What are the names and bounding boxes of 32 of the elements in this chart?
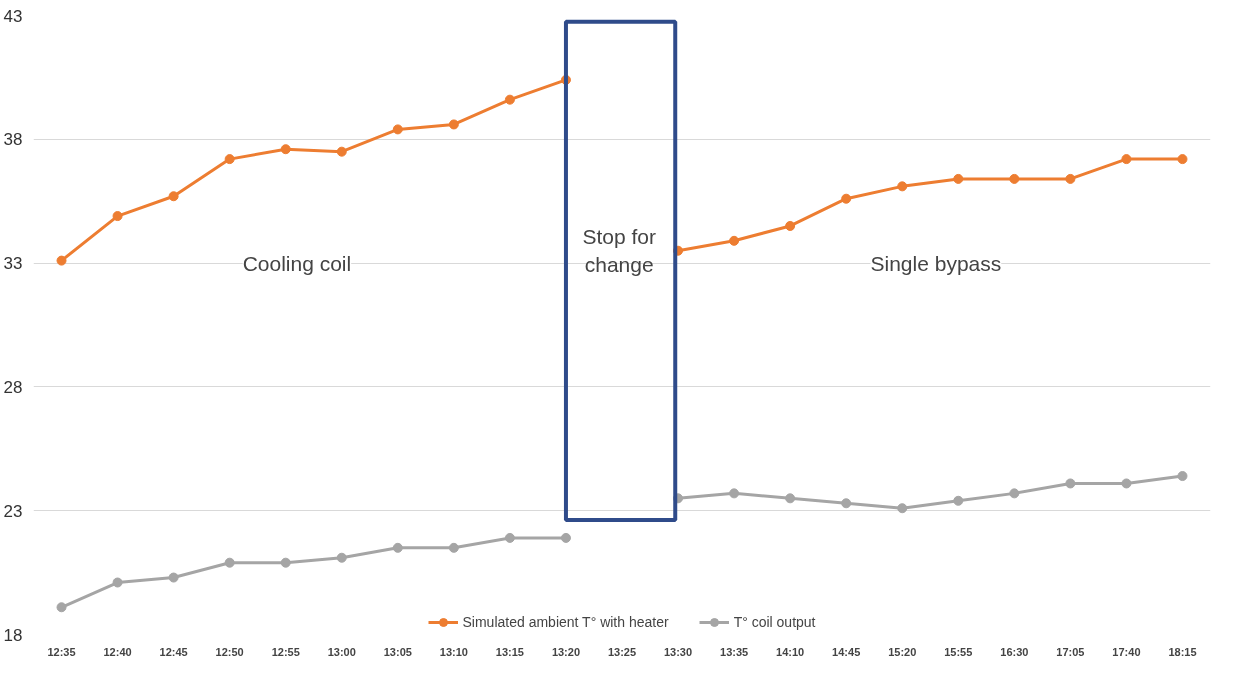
x-tick-label: 13:00 — [327, 645, 356, 658]
y-tick-label: 43 — [3, 6, 23, 26]
y-tick-label: 28 — [3, 377, 23, 397]
x-tick-label: 13:35 — [720, 645, 749, 658]
x-tick-label: 13:30 — [663, 645, 693, 658]
x-tick-label: 12:35 — [47, 645, 76, 658]
x-tick-label: 14:10 — [776, 645, 805, 658]
legend-label: Simulated ambient T° with heater — [462, 614, 669, 630]
x-tick-label: 13:05 — [383, 645, 412, 658]
x-tick-label: 14:45 — [832, 645, 861, 658]
x-tick-label: 13:20 — [551, 645, 581, 658]
x-tick-label: 13:10 — [439, 645, 468, 658]
x-tick-label: 17:40 — [1112, 645, 1141, 658]
x-tick-label: 12:40 — [103, 645, 132, 658]
y-tick-label: 18 — [3, 625, 23, 645]
x-tick-label: 12:55 — [271, 645, 300, 658]
legend-label: T° coil output — [733, 614, 816, 630]
x-tick-label: 18:15 — [1168, 645, 1197, 658]
annotation: Stop for change — [582, 225, 656, 277]
y-tick-label: 23 — [3, 501, 23, 521]
x-tick-label: 12:45 — [159, 645, 188, 658]
x-tick-label: 16:30 — [1000, 645, 1029, 658]
x-tick-label: 17:05 — [1056, 645, 1085, 658]
y-tick-label: 33 — [3, 254, 23, 274]
x-tick-label: 13:25 — [607, 645, 637, 658]
annotation: Cooling coil — [242, 251, 352, 275]
x-tick-label: 13:15 — [495, 645, 524, 658]
annotation: Single bypass — [870, 251, 1002, 275]
x-tick-label: 15:55 — [944, 645, 973, 658]
x-tick-label: 12:50 — [215, 645, 244, 658]
x-tick-label: 15:20 — [888, 645, 917, 658]
y-tick-label: 38 — [3, 130, 23, 150]
